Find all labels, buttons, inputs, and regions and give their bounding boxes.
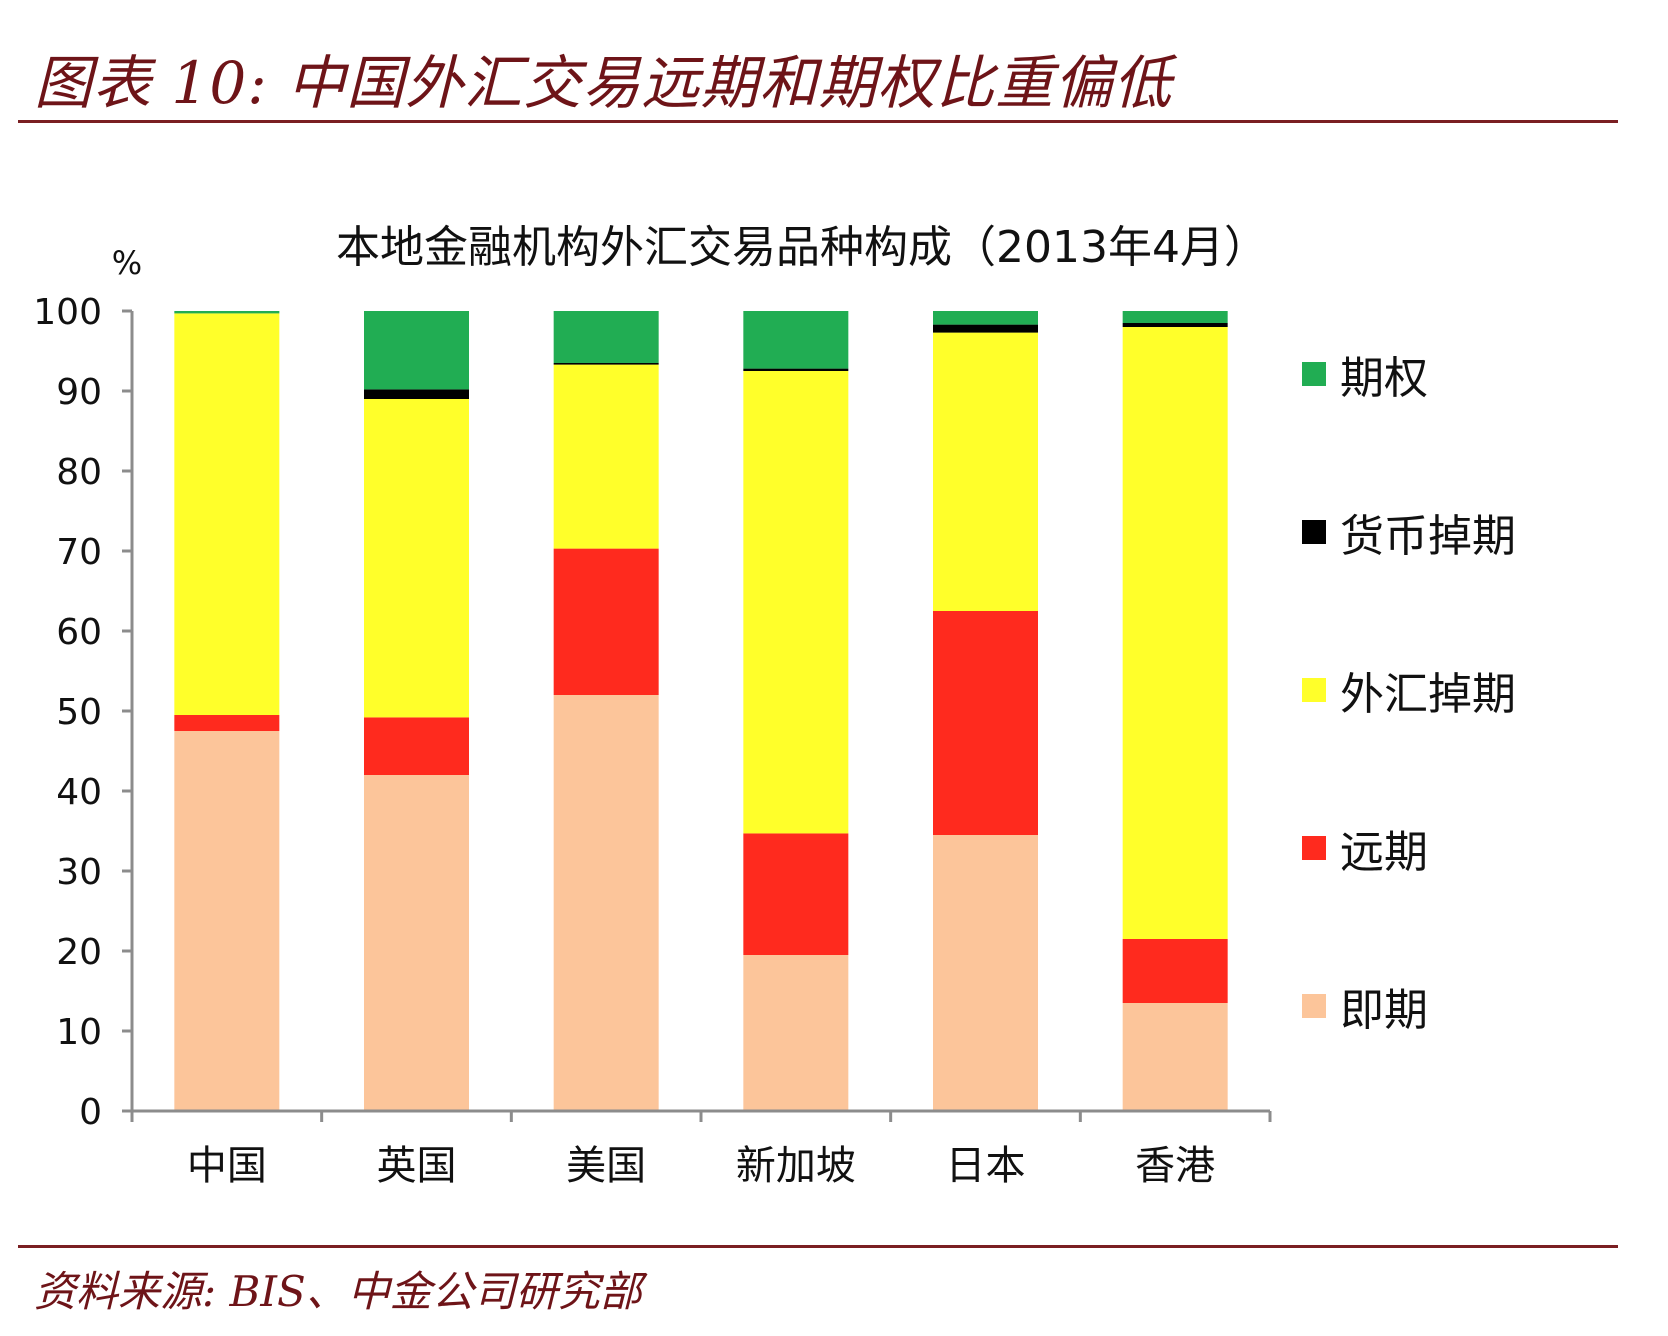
bar-segment-期权-中国 — [174, 311, 280, 314]
bar-segment-远期-美国 — [553, 548, 659, 695]
legend-label: 远期 — [1340, 827, 1428, 878]
bar-segment-期权-日本 — [933, 311, 1038, 325]
y-tick-label: 40 — [56, 772, 102, 813]
x-tick-label: 日本 — [946, 1143, 1026, 1189]
y-tick-label: 30 — [56, 852, 102, 893]
bar-segment-货币掉期-香港 — [1122, 323, 1228, 327]
bar-segment-远期-日本 — [933, 611, 1038, 835]
figure-source: 资料来源: BIS、中金公司研究部 — [34, 1267, 642, 1316]
y-tick-label: 20 — [56, 932, 102, 973]
y-tick-label: 70 — [56, 532, 102, 573]
bar-segment-外汇掉期-英国 — [364, 399, 469, 718]
legend-swatch — [1302, 994, 1326, 1018]
bar-segment-即期-新加坡 — [743, 955, 849, 1111]
bar-segment-期权-美国 — [553, 311, 659, 363]
legend-item-即期: 即期 — [1302, 976, 1428, 1036]
legend-label: 货币掉期 — [1340, 511, 1516, 562]
bar-segment-远期-香港 — [1122, 939, 1228, 1003]
bar-segment-期权-英国 — [364, 311, 469, 390]
bar-segment-即期-香港 — [1122, 1003, 1228, 1111]
x-tick-label: 新加坡 — [736, 1143, 856, 1189]
y-tick-label: 80 — [56, 452, 102, 493]
x-tick-label: 香港 — [1135, 1143, 1215, 1189]
bottom-divider — [18, 1245, 1618, 1248]
legend-swatch — [1302, 678, 1326, 702]
bar-segment-货币掉期-美国 — [553, 363, 659, 365]
bar-segment-即期-日本 — [933, 835, 1038, 1111]
bar-segment-即期-美国 — [553, 695, 659, 1111]
bar-segment-远期-新加坡 — [743, 833, 849, 955]
bar-segment-远期-英国 — [364, 717, 469, 775]
y-axis-unit-label: % — [112, 244, 142, 282]
y-tick-label: 90 — [56, 372, 102, 413]
bar-segment-外汇掉期-中国 — [174, 313, 280, 715]
bar-segment-即期-英国 — [364, 775, 469, 1111]
legend-swatch — [1302, 362, 1326, 386]
bar-segment-外汇掉期-美国 — [553, 364, 659, 549]
legend-item-远期: 远期 — [1302, 818, 1428, 878]
x-tick-label: 美国 — [566, 1143, 646, 1189]
legend-item-外汇掉期: 外汇掉期 — [1302, 660, 1516, 720]
y-tick-label: 10 — [56, 1012, 102, 1053]
bar-segment-货币掉期-英国 — [364, 389, 469, 399]
x-tick-label: 英国 — [377, 1143, 457, 1189]
y-tick-label: 50 — [56, 692, 102, 733]
bar-segment-期权-新加坡 — [743, 311, 849, 369]
legend-label: 即期 — [1340, 985, 1428, 1036]
y-tick-label: 0 — [79, 1092, 102, 1133]
chart-title: 本地金融机构外汇交易品种构成（2013年4月） — [336, 222, 1268, 273]
bar-segment-外汇掉期-新加坡 — [743, 371, 849, 834]
bar-segment-期权-香港 — [1122, 311, 1228, 323]
bar-segment-货币掉期-新加坡 — [743, 368, 849, 371]
legend-swatch — [1302, 520, 1326, 544]
bar-segment-货币掉期-日本 — [933, 324, 1038, 333]
legend-item-货币掉期: 货币掉期 — [1302, 502, 1516, 562]
x-tick-label: 中国 — [187, 1143, 267, 1189]
legend-label: 外汇掉期 — [1340, 669, 1516, 720]
bar-segment-外汇掉期-香港 — [1122, 327, 1228, 939]
top-divider — [18, 120, 1618, 123]
legend-label: 期权 — [1340, 353, 1428, 404]
bar-segment-外汇掉期-日本 — [933, 332, 1038, 611]
y-tick-label: 100 — [33, 292, 102, 333]
figure-title: 图表 10: 中国外汇交易远期和期权比重偏低 — [34, 49, 1173, 117]
legend-swatch — [1302, 836, 1326, 860]
y-tick-label: 60 — [56, 612, 102, 653]
legend-item-期权: 期权 — [1302, 344, 1428, 404]
bar-segment-远期-中国 — [174, 715, 280, 731]
bar-segment-即期-中国 — [174, 731, 280, 1111]
